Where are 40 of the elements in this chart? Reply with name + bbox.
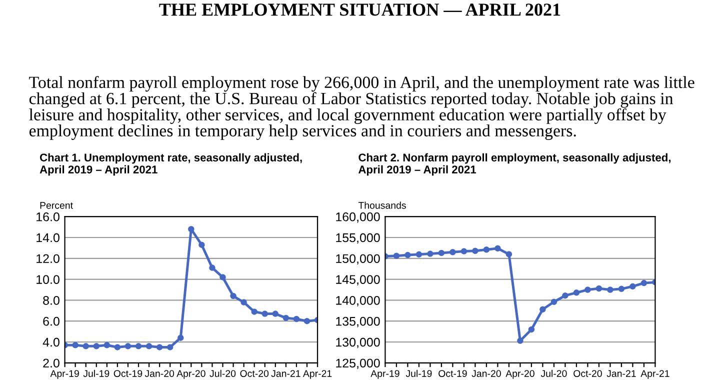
y-tick-label: 135,000: [336, 316, 380, 328]
y-tick-label: 130,000: [336, 338, 380, 348]
x-tick-label: Apr-20: [506, 370, 534, 379]
x-tick-label: Jul-19: [406, 370, 432, 377]
x-tick-label: Oct-20: [240, 370, 269, 377]
x-tick-label: Oct-19: [114, 370, 142, 377]
x-tick-label: Jul-19: [83, 370, 110, 377]
x-tick-label: Apr-21: [302, 370, 332, 379]
y-tick-label: 12.0: [36, 254, 60, 264]
y-tick-label: 145,000: [336, 275, 380, 286]
x-tick-label: Jul-20: [540, 370, 567, 377]
y-tick-label: 8.0: [43, 296, 60, 305]
x-tick-label: Jul-20: [210, 370, 236, 377]
y-tick-label: 14.0: [36, 233, 60, 242]
y-axis-title: Percent: [40, 202, 73, 209]
y-tick-label: 140,000: [336, 296, 380, 306]
y-tick-label: 150,000: [336, 254, 380, 265]
y-tick-label: 10.0: [36, 275, 60, 284]
x-tick-label: Jan-21: [606, 370, 636, 377]
y-tick-label: 160,000: [336, 212, 380, 223]
x-tick-label: Oct-19: [438, 370, 467, 377]
text: THE EMPLOYMENT SITUATION — APRIL 2021: [159, 4, 560, 16]
y-axis-title: Thousands: [358, 202, 406, 209]
text: Total nonfarm payroll employment rose by 266,000 in April, and the unemployment rate was little changed at 6.1 percent, the U.S. Bureau of Labor Statistics reported today. Notable job gains in leisure and hospitality, other services, and local government education were partially offset by employment declines in temporary help services and in couriers and messengers.: [29, 76, 694, 140]
y-tick-label: 155,000: [336, 233, 380, 244]
x-tick-label: Jan-20: [144, 370, 174, 377]
x-tick-label: Apr-19: [370, 370, 400, 379]
y-tick-label: 16.0: [36, 212, 60, 222]
x-tick-label: Oct-20: [574, 370, 602, 377]
x-tick-label: Apr-19: [50, 370, 79, 379]
y-tick-label: 2.0: [43, 358, 60, 368]
y-tick-label: 6.0: [43, 316, 60, 326]
y-tick-label: 4.0: [42, 338, 60, 347]
x-tick-label: Apr-20: [176, 370, 206, 379]
y-tick-label: 125,000: [336, 358, 380, 370]
chart-title: Chart 2. Nonfarm payroll employment, seasonally adjusted, April 2019 – April 2021: [358, 153, 671, 176]
chart-title: Chart 1. Unemployment rate, seasonally adjusted, April 2019 – April 2021: [40, 153, 302, 176]
x-tick-label: Jan-21: [271, 370, 300, 377]
x-tick-label: Jan-20: [472, 370, 501, 377]
x-tick-label: Apr-21: [640, 370, 670, 379]
